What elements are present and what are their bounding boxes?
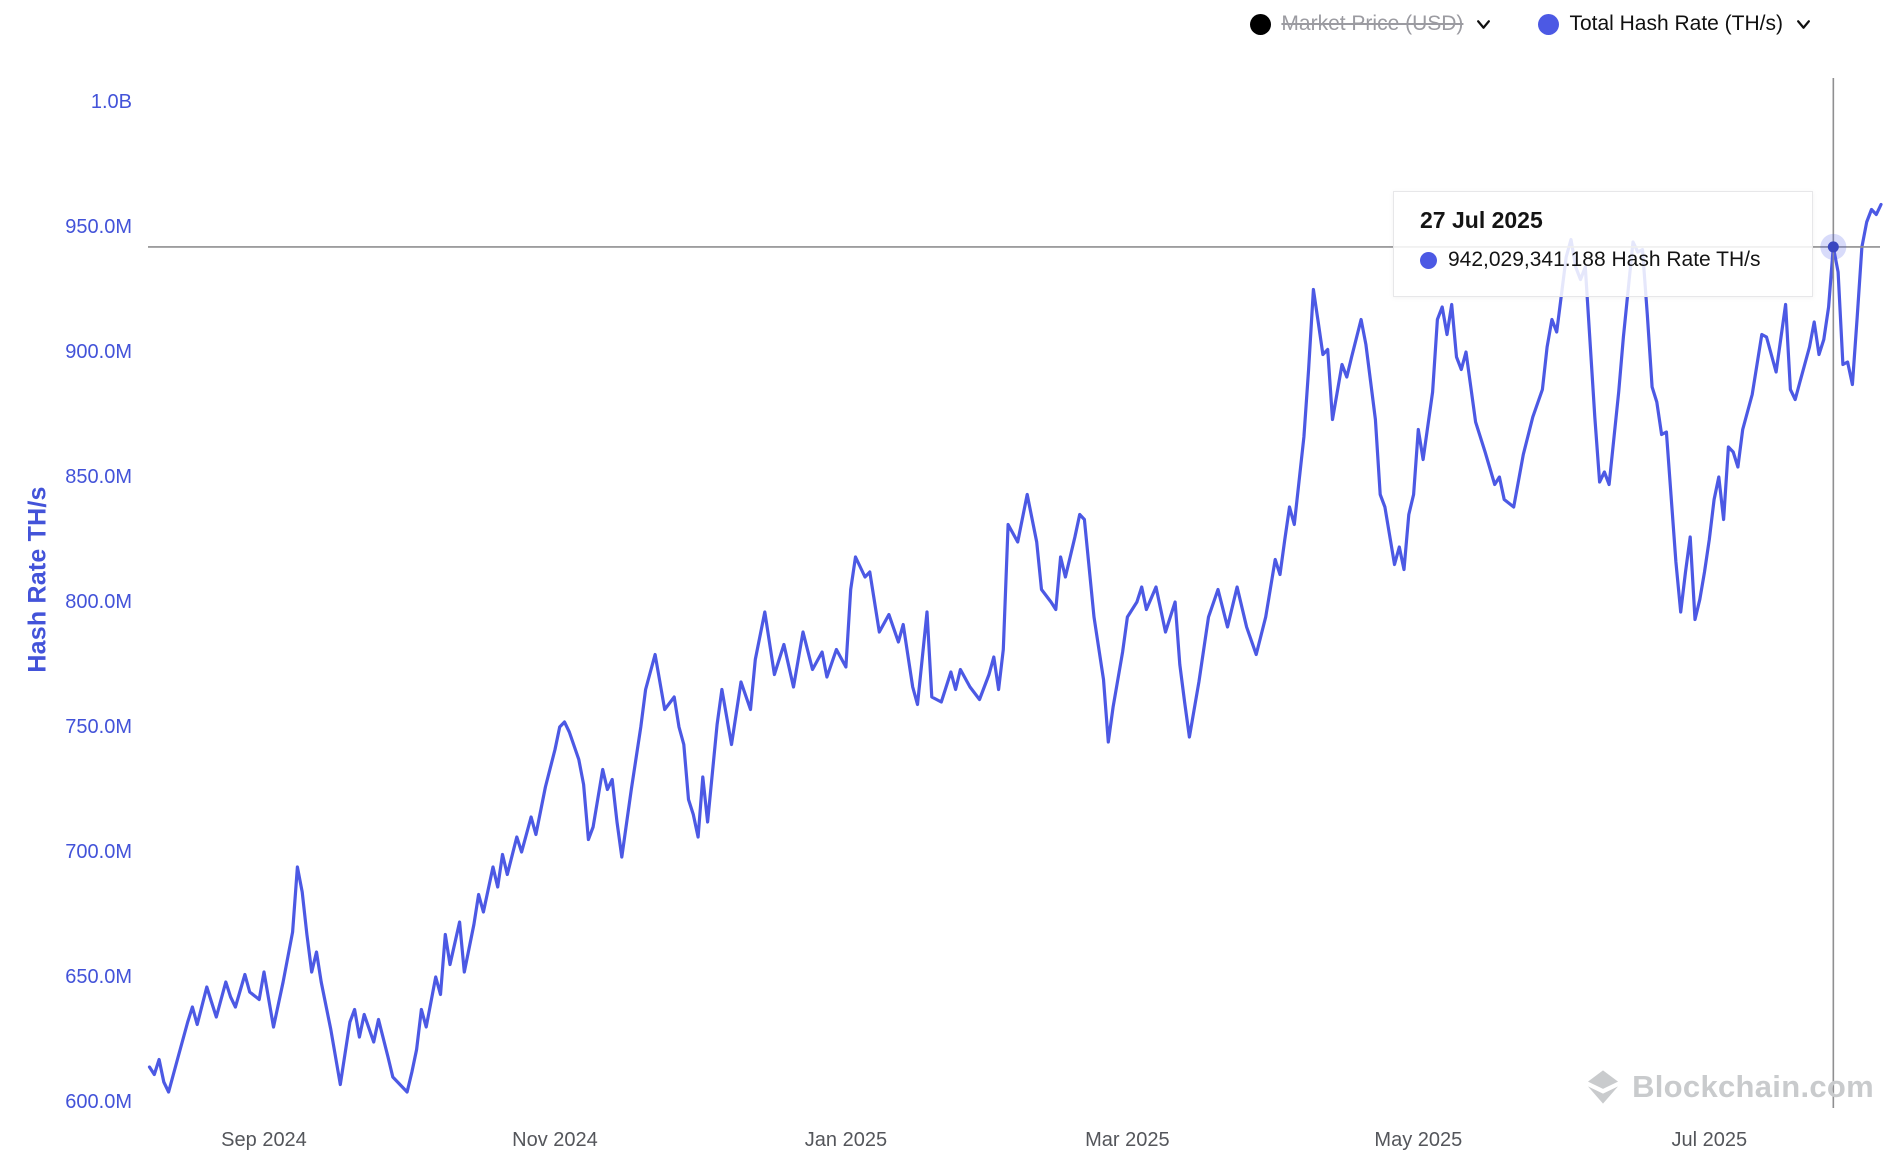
chart-legend: Market Price (USD) Total Hash Rate (TH/s… (1250, 12, 1812, 36)
y-tick-label: 650.0M (65, 966, 132, 988)
watermark-text: Blockchain.com (1632, 1069, 1874, 1104)
y-tick-label: 850.0M (65, 466, 132, 488)
highlight-point-dot (1827, 241, 1839, 253)
y-tick-label: 750.0M (65, 716, 132, 738)
y-tick-label: 800.0M (65, 591, 132, 613)
legend-label-market-price: Market Price (USD) (1281, 12, 1464, 35)
y-tick-label: 900.0M (65, 341, 132, 363)
x-tick-label: Jan 2025 (804, 1129, 888, 1151)
y-tick-label: 700.0M (65, 841, 132, 863)
y-axis-title: Hash Rate TH/s (23, 486, 52, 673)
y-tick-label: 1.0B (90, 91, 132, 113)
x-tick-label: Sep 2024 (221, 1129, 307, 1151)
y-tick-label: 600.0M (65, 1091, 132, 1113)
legend-item-market-price[interactable]: Market Price (USD) (1250, 12, 1492, 36)
tooltip-value: 942,029,341.188 Hash Rate TH/s (1448, 248, 1761, 271)
chevron-down-icon[interactable] (1795, 16, 1812, 33)
x-tick-label: Mar 2025 (1085, 1129, 1170, 1151)
hash-rate-dot-icon (1538, 13, 1560, 35)
hash-rate-line-series (147, 202, 1883, 1094)
x-tick-label: May 2025 (1374, 1129, 1463, 1151)
x-tick-label: Jul 2025 (1671, 1129, 1748, 1151)
chart-tooltip: 27 Jul 2025 942,029,341.188 Hash Rate TH… (1393, 191, 1813, 297)
x-tick-label: Nov 2024 (512, 1129, 598, 1151)
tooltip-date: 27 Jul 2025 (1420, 207, 1543, 233)
market-price-dot-icon (1250, 13, 1272, 35)
legend-item-hash-rate[interactable]: Total Hash Rate (TH/s) (1538, 12, 1812, 36)
series-dot-icon (1420, 251, 1437, 269)
blockchain-watermark: Blockchain.com (1584, 1068, 1874, 1106)
y-tick-label: 950.0M (65, 216, 132, 238)
blockchain-logo-icon (1588, 1070, 1619, 1104)
chevron-down-icon[interactable] (1475, 16, 1492, 33)
legend-label-hash-rate: Total Hash Rate (TH/s) (1569, 12, 1783, 35)
